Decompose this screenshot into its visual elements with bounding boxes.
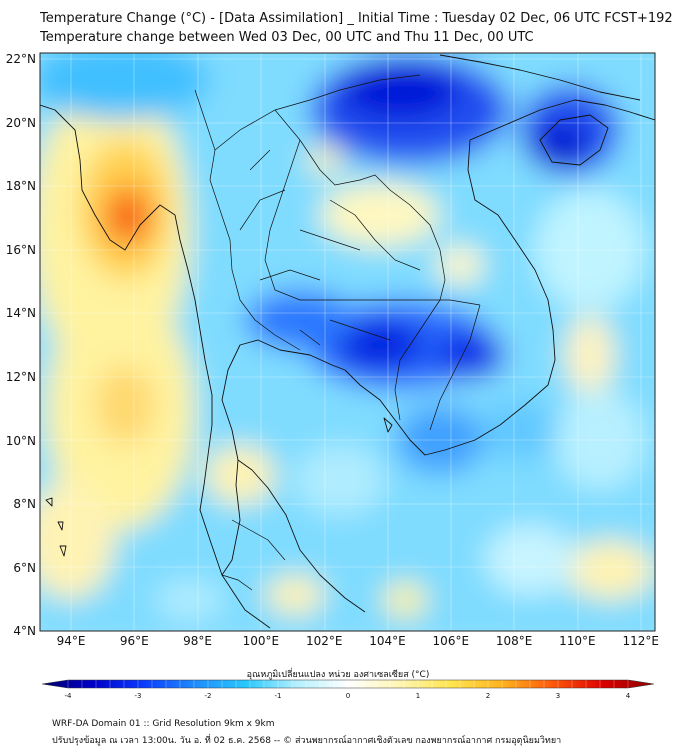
lat-label: 10°N [5, 433, 36, 448]
lon-label: 100°E [242, 634, 280, 648]
lat-label: 18°N [5, 179, 36, 194]
lon-label: 110°E [559, 634, 596, 648]
country-borders [194, 74, 481, 591]
colorbar-tick: -2 [204, 692, 212, 700]
lat-label: 6°N [13, 560, 36, 575]
lat-label: 16°N [5, 242, 36, 257]
colorbar-tick: -1 [274, 692, 282, 700]
colorbar-tick: 2 [485, 692, 491, 700]
colorbar [41, 679, 655, 689]
lon-label: 104°E [369, 634, 406, 648]
footer-update-info: ปรับปรุงข้อมูล ณ เวลา 13:00น. วัน อ. ที่… [52, 736, 562, 746]
grid-lines [40, 53, 655, 631]
coastlines [40, 54, 655, 629]
colorbar-tick: -4 [64, 692, 72, 700]
lon-label: 112°E [622, 634, 659, 648]
lon-label: 102°E [305, 634, 343, 648]
map-subtitle: Temperature change between Wed 03 Dec, 0… [40, 30, 534, 45]
temperature-field [40, 53, 655, 631]
footer-model-info: WRF-DA Domain 01 :: Grid Resolution 9km … [52, 719, 275, 729]
lat-label: 22°N [5, 52, 36, 66]
colorbar-tick: 1 [415, 692, 421, 700]
lon-label: 94°E [56, 634, 86, 648]
colorbar-label: อุณหภูมิเปลี่ยนแปลง หน่วย องศาเซลเซียส (… [246, 670, 430, 680]
lat-label: 8°N [13, 497, 36, 512]
lat-label: 20°N [5, 115, 36, 130]
map-frame [39, 52, 656, 632]
colorbar-tick: 0 [345, 692, 351, 700]
lat-label: 14°N [5, 306, 36, 321]
lat-label: 12°N [5, 370, 36, 384]
colorbar-tick: 3 [555, 692, 561, 700]
temperature-change-map [39, 52, 656, 632]
lat-label: 4°N [13, 624, 36, 639]
colorbar-tick: 4 [625, 692, 631, 700]
colorbar-tick: -3 [134, 692, 142, 700]
lon-label: 108°E [495, 634, 533, 648]
lon-label: 106°E [432, 634, 470, 648]
map-title: Temperature Change (°C) - [Data Assimila… [40, 11, 673, 26]
lon-label: 98°E [183, 634, 213, 648]
lon-label: 96°E [119, 634, 149, 648]
